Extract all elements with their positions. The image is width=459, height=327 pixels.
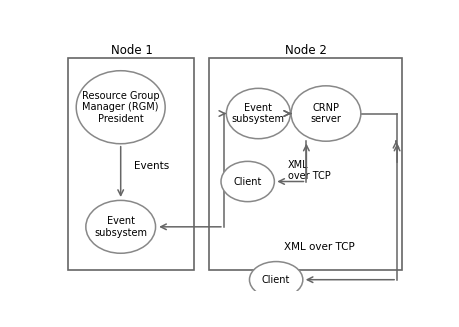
Text: Node 2: Node 2 — [285, 44, 327, 57]
Ellipse shape — [86, 200, 156, 253]
Text: CRNP
server: CRNP server — [310, 103, 341, 124]
Text: Resource Group
Manager (RGM)
President: Resource Group Manager (RGM) President — [82, 91, 160, 124]
FancyBboxPatch shape — [68, 58, 194, 270]
Ellipse shape — [221, 161, 274, 202]
Ellipse shape — [291, 86, 361, 141]
FancyBboxPatch shape — [208, 58, 403, 270]
Text: Events: Events — [134, 162, 169, 171]
Text: Event
subsystem: Event subsystem — [232, 103, 285, 124]
Ellipse shape — [76, 71, 165, 144]
Text: Client: Client — [262, 275, 291, 285]
Text: XML over TCP: XML over TCP — [284, 242, 355, 252]
Text: Event
subsystem: Event subsystem — [94, 216, 147, 238]
Text: Client: Client — [234, 177, 262, 186]
Ellipse shape — [226, 88, 291, 139]
Text: Node 1: Node 1 — [111, 44, 153, 57]
Ellipse shape — [250, 262, 303, 298]
Text: XML
over TCP: XML over TCP — [287, 160, 330, 181]
